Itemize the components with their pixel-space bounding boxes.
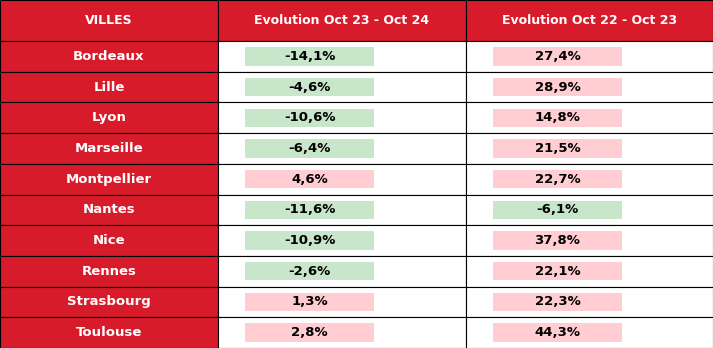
Bar bbox=[466, 164, 713, 195]
Bar bbox=[245, 170, 374, 188]
Text: Lille: Lille bbox=[93, 81, 125, 94]
Text: 22,3%: 22,3% bbox=[535, 295, 580, 308]
Bar bbox=[245, 231, 374, 250]
Text: -2,6%: -2,6% bbox=[289, 265, 331, 278]
Text: 1,3%: 1,3% bbox=[292, 295, 328, 308]
Bar bbox=[245, 262, 374, 280]
Bar bbox=[493, 262, 622, 280]
Bar bbox=[218, 133, 466, 164]
Text: 4,6%: 4,6% bbox=[292, 173, 328, 186]
Bar bbox=[493, 231, 622, 250]
Bar bbox=[466, 287, 713, 317]
Bar bbox=[245, 201, 374, 219]
Bar bbox=[218, 72, 466, 102]
Text: Nantes: Nantes bbox=[83, 203, 135, 216]
Bar bbox=[493, 293, 622, 311]
Bar bbox=[0, 72, 218, 102]
Bar bbox=[245, 139, 374, 158]
Bar bbox=[0, 164, 218, 195]
Text: 28,9%: 28,9% bbox=[535, 81, 580, 94]
Bar bbox=[218, 195, 466, 225]
Bar bbox=[0, 102, 218, 133]
Text: Evolution Oct 22 - Oct 23: Evolution Oct 22 - Oct 23 bbox=[502, 14, 677, 27]
Bar bbox=[493, 323, 622, 342]
Text: 27,4%: 27,4% bbox=[535, 50, 580, 63]
Bar bbox=[0, 133, 218, 164]
Bar bbox=[493, 78, 622, 96]
Text: Marseille: Marseille bbox=[75, 142, 143, 155]
Bar bbox=[493, 201, 622, 219]
Text: -10,6%: -10,6% bbox=[284, 111, 336, 124]
Text: 22,7%: 22,7% bbox=[535, 173, 580, 186]
Bar bbox=[0, 317, 218, 348]
Bar bbox=[466, 0, 713, 41]
Text: Strasbourg: Strasbourg bbox=[67, 295, 151, 308]
Bar bbox=[0, 256, 218, 287]
Text: 37,8%: 37,8% bbox=[535, 234, 580, 247]
Bar bbox=[493, 109, 622, 127]
Text: -14,1%: -14,1% bbox=[284, 50, 335, 63]
Bar bbox=[466, 225, 713, 256]
Bar bbox=[466, 41, 713, 72]
Bar bbox=[466, 256, 713, 287]
Bar bbox=[218, 225, 466, 256]
Bar bbox=[493, 139, 622, 158]
Text: VILLES: VILLES bbox=[85, 14, 133, 27]
Bar bbox=[218, 317, 466, 348]
Bar bbox=[0, 0, 218, 41]
Bar bbox=[466, 102, 713, 133]
Bar bbox=[245, 323, 374, 342]
Bar bbox=[245, 78, 374, 96]
Text: -6,4%: -6,4% bbox=[289, 142, 331, 155]
Bar bbox=[218, 0, 466, 41]
Bar bbox=[0, 195, 218, 225]
Text: Lyon: Lyon bbox=[91, 111, 126, 124]
Text: Evolution Oct 23 - Oct 24: Evolution Oct 23 - Oct 24 bbox=[255, 14, 429, 27]
Text: Montpellier: Montpellier bbox=[66, 173, 152, 186]
Text: Toulouse: Toulouse bbox=[76, 326, 142, 339]
Bar bbox=[0, 41, 218, 72]
Text: 21,5%: 21,5% bbox=[535, 142, 580, 155]
Text: Rennes: Rennes bbox=[81, 265, 136, 278]
Bar bbox=[218, 41, 466, 72]
Text: 44,3%: 44,3% bbox=[534, 326, 580, 339]
Bar bbox=[218, 256, 466, 287]
Bar bbox=[218, 164, 466, 195]
Text: 2,8%: 2,8% bbox=[292, 326, 328, 339]
Text: -4,6%: -4,6% bbox=[289, 81, 331, 94]
Bar bbox=[0, 225, 218, 256]
Bar bbox=[0, 287, 218, 317]
Bar bbox=[218, 102, 466, 133]
Bar bbox=[493, 170, 622, 188]
Bar bbox=[466, 133, 713, 164]
Text: -6,1%: -6,1% bbox=[536, 203, 578, 216]
Bar bbox=[245, 293, 374, 311]
Text: 22,1%: 22,1% bbox=[535, 265, 580, 278]
Text: 14,8%: 14,8% bbox=[535, 111, 580, 124]
Bar bbox=[493, 47, 622, 66]
Bar bbox=[466, 72, 713, 102]
Bar bbox=[245, 47, 374, 66]
Text: -10,9%: -10,9% bbox=[284, 234, 335, 247]
Bar bbox=[245, 109, 374, 127]
Bar bbox=[466, 195, 713, 225]
Bar bbox=[466, 317, 713, 348]
Text: -11,6%: -11,6% bbox=[284, 203, 335, 216]
Text: Bordeaux: Bordeaux bbox=[73, 50, 145, 63]
Text: Nice: Nice bbox=[93, 234, 125, 247]
Bar bbox=[218, 287, 466, 317]
